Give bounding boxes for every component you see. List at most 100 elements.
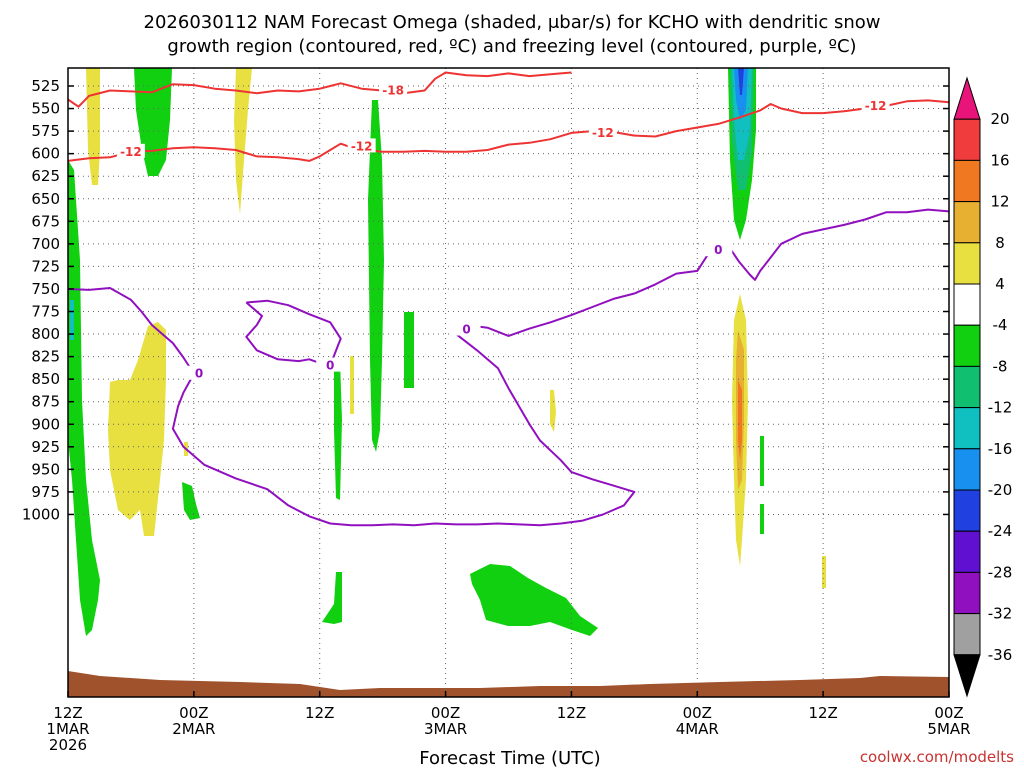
y-tick-label: 675 <box>31 212 60 230</box>
contour-label-minus12-bg <box>116 143 145 158</box>
x-tick-label: 12Z <box>53 704 82 722</box>
y-tick-label: 1000 <box>22 505 60 523</box>
x-tick-label: 00Z <box>179 704 208 722</box>
x-tick-label: 1MAR <box>46 720 89 738</box>
colorbar-swatch <box>953 76 981 120</box>
omega-shading <box>68 68 949 697</box>
colorbar-swatch <box>953 448 981 491</box>
colorbar-swatch <box>953 571 981 615</box>
x-tick-label: 2MAR <box>172 720 215 738</box>
chart-title-line2: growth region (contoured, red, ºC) and f… <box>167 36 856 57</box>
colorbar-swatch <box>953 489 981 532</box>
contour-label-minus12-bg <box>861 97 890 112</box>
colorbar-label: -28 <box>988 563 1013 581</box>
contour-label-0-bg <box>704 242 733 257</box>
y-tick-label: 800 <box>31 325 60 343</box>
colorbar-swatch <box>953 159 981 203</box>
green-speck-a <box>182 482 200 520</box>
y-tick-label: 700 <box>31 235 60 253</box>
yellow-region-top-b <box>234 68 252 214</box>
dgz-minus12-contour <box>68 99 949 162</box>
colorbar-label: -8 <box>993 357 1008 375</box>
x-tick-label: 12Z <box>557 704 586 722</box>
y-tick-label: 650 <box>31 190 60 208</box>
yellow-region-mid-left <box>108 322 166 536</box>
colorbar-label: -4 <box>993 316 1008 334</box>
green-region-lower-b <box>470 564 598 636</box>
contour-label-0: 0 <box>462 323 470 337</box>
y-tick-label: 575 <box>31 122 60 140</box>
green-region-left-column <box>68 160 100 636</box>
contour-label-0: 0 <box>195 367 203 381</box>
x-tick-label: 4MAR <box>676 720 719 738</box>
colorbar-label: 4 <box>995 275 1005 293</box>
colorbar-label: -20 <box>988 481 1013 499</box>
freezing-level-contour <box>68 208 949 527</box>
y-tick-label: 725 <box>31 257 60 275</box>
y-tick-label: 825 <box>31 348 60 366</box>
green-region-lower-a <box>322 572 342 624</box>
colorbar-label: 12 <box>990 193 1009 211</box>
deep-orange-column-right <box>738 380 742 460</box>
contour-label-0: 0 <box>714 243 722 257</box>
y-tick-label: 925 <box>31 438 60 456</box>
colorbar-swatch <box>953 118 981 161</box>
colorbar-swatch <box>953 242 981 285</box>
y-tick-label: 900 <box>31 415 60 433</box>
y-tick-label: 750 <box>31 280 60 298</box>
dgz-minus18-contour <box>68 71 572 108</box>
green-region-vertical-a <box>368 100 384 452</box>
cyan-region-left <box>70 300 74 340</box>
darkblue-region-top-right <box>738 68 744 95</box>
green-region-vertical-b <box>334 360 342 500</box>
y-tick-label: 850 <box>31 370 60 388</box>
y-tick-label: 875 <box>31 393 60 411</box>
y-tick-label: 600 <box>31 145 60 163</box>
terrain <box>68 671 949 697</box>
contour-label-0-bg <box>452 321 481 336</box>
x-tick-label: 5MAR <box>927 720 970 738</box>
y-tick-label: 975 <box>31 483 60 501</box>
x-tick-label: 00Z <box>431 704 460 722</box>
contour-label-minus12-bg <box>588 124 617 139</box>
colorbar-label: 16 <box>990 151 1009 169</box>
colorbar-label: -16 <box>988 440 1013 458</box>
x-tick-label: 12Z <box>305 704 334 722</box>
plot-gridlines <box>68 68 949 697</box>
colorbar-label: -32 <box>988 605 1013 623</box>
y-tick-label: 950 <box>31 460 60 478</box>
x-axis-label: Forecast Time (UTC) <box>419 748 600 768</box>
chart-title-line1: 2026030112 NAM Forecast Omega (shaded, μ… <box>144 12 881 33</box>
contour-label-minus12: -12 <box>592 126 614 140</box>
yellow-region-top-left <box>86 68 100 185</box>
colorbar-swatch <box>953 654 981 698</box>
x-tick-label: 2026 <box>49 736 87 754</box>
contour-label-minus12-bg <box>347 138 376 153</box>
colorbar-swatch <box>953 407 981 450</box>
contour-label-0-bg <box>316 357 345 372</box>
colorbar-swatch <box>953 324 981 367</box>
contour-label-0: 0 <box>326 359 334 373</box>
y-tick-label: 550 <box>31 100 60 118</box>
y-axis-ticks: 525 550 575 600 625 650 675 700 725 750 775 800 825 8… <box>22 77 949 523</box>
colorbar-swatch <box>953 365 981 409</box>
colorbar-label: -24 <box>988 522 1013 540</box>
contour-label-0-bg <box>185 365 214 380</box>
yellow-sliver-a <box>350 356 354 414</box>
yellow-speck-right <box>822 556 826 588</box>
credit-text: coolwx.com/modelts <box>860 748 1014 766</box>
colorbar-label: 20 <box>990 110 1009 128</box>
x-tick-label: 3MAR <box>424 720 467 738</box>
colorbar-swatch <box>953 613 981 656</box>
contour-label-minus12: -12 <box>120 145 142 159</box>
colorbar-swatch <box>953 283 981 326</box>
colorbar: 20 16 12 8 4 -4 -8 -12 -16 -20 -24 -28 -32 -36 <box>953 76 1013 698</box>
y-tick-label: 625 <box>31 167 60 185</box>
contour-labels: -12 -12 -12 -12 -18 0 0 0 0 <box>116 82 890 381</box>
y-tick-label: 525 <box>31 77 60 95</box>
x-tick-label: 00Z <box>683 704 712 722</box>
contour-label-minus18: -18 <box>382 84 404 98</box>
contour-label-minus12: -12 <box>865 99 887 113</box>
y-tick-label: 775 <box>31 303 60 321</box>
